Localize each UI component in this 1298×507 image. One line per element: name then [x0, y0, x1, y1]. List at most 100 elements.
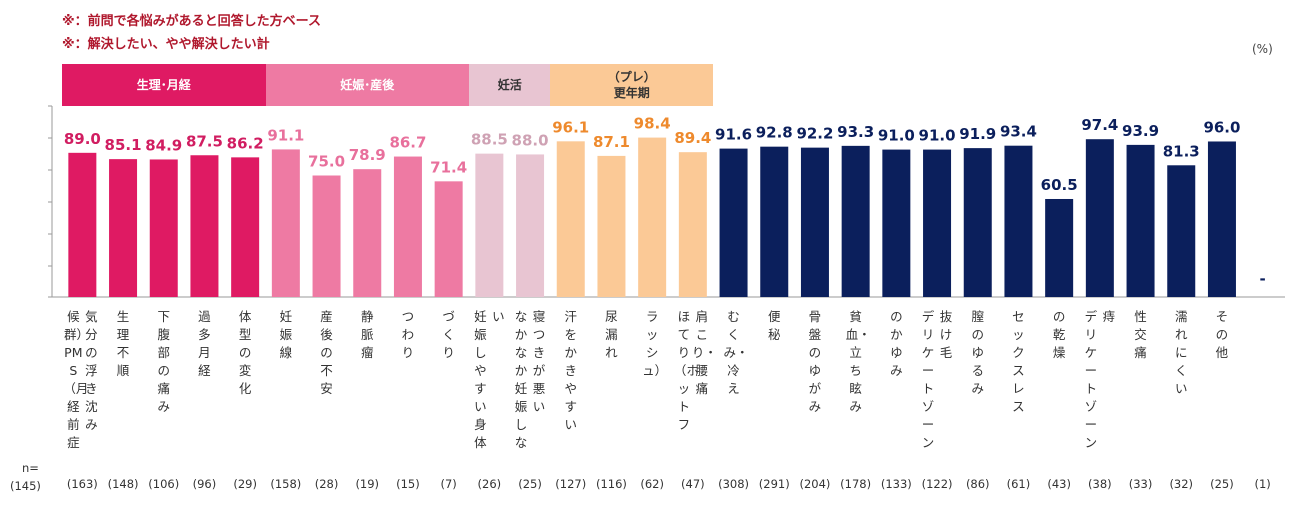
sample-size-17: (291)	[758, 477, 790, 491]
bar-27	[1167, 165, 1196, 297]
sample-size-13: (116)	[595, 477, 627, 491]
value-label-10: 88.5	[471, 131, 508, 149]
value-label-8: 86.7	[389, 134, 426, 152]
x-axis-label: 骨盤のゆがみ	[808, 309, 822, 414]
value-label-7: 78.9	[349, 146, 386, 164]
x-axis-label: 過多月経	[198, 309, 211, 378]
value-label-5: 91.1	[267, 126, 304, 144]
sample-size-19: (178)	[840, 477, 872, 491]
value-label-16: 91.6	[715, 126, 752, 144]
sample-size-20: (133)	[880, 477, 912, 491]
value-label-28: 96.0	[1203, 118, 1240, 136]
value-label-6: 75.0	[308, 153, 345, 171]
sample-size-25: (38)	[1088, 477, 1112, 491]
x-axis-label: 痔	[1102, 309, 1116, 324]
x-axis-label: 貧血・立ち眩み	[845, 309, 871, 414]
x-axis-label: 妊娠線	[279, 309, 293, 360]
category-header-ninkatsu: 妊活	[469, 64, 551, 106]
sample-size-16: (308)	[718, 477, 750, 491]
bar-14	[638, 137, 667, 297]
x-axis-label: 体型の変化	[238, 309, 252, 396]
bar-1	[109, 159, 138, 297]
bar-12	[556, 141, 585, 297]
bar-20	[882, 149, 911, 297]
category-header-text: 更年期	[613, 86, 650, 100]
bar-3	[190, 155, 219, 297]
bar-23	[1004, 145, 1033, 297]
sample-size-24: (43)	[1047, 477, 1071, 491]
bar-6	[312, 175, 341, 297]
sample-size-10: (26)	[477, 477, 502, 491]
x-axis-label: 濡れにくい	[1174, 309, 1188, 396]
sample-size-23: (61)	[1006, 477, 1031, 491]
bar-4	[231, 157, 260, 297]
sample-size-28: (25)	[1210, 477, 1234, 491]
x-axis-label: い	[492, 309, 505, 324]
value-label-15: 89.4	[674, 129, 711, 147]
x-axis-label: 便秘	[767, 309, 781, 342]
sample-size-0: (163)	[66, 477, 98, 491]
bar-25	[1085, 139, 1114, 297]
x-axis-label: ラッシュ）	[642, 309, 668, 378]
x-axis-label: つわり	[401, 309, 415, 360]
x-axis-label: 気分の浮き沈み	[85, 309, 98, 432]
x-axis-label: むくみ・冷え	[723, 309, 749, 396]
x-axis-label: セックスレス	[1012, 309, 1025, 414]
category-header-ninshin: 妊娠･産後	[265, 64, 469, 106]
value-label-24: 60.5	[1041, 176, 1078, 194]
value-label-20: 91.0	[878, 127, 915, 145]
value-label-14: 98.4	[634, 115, 671, 133]
sample-size-14: (62)	[640, 477, 664, 491]
sample-size-22: (86)	[965, 477, 990, 491]
category-header-text: 生理･月経	[136, 78, 191, 92]
category-header-text: 妊活	[497, 78, 522, 92]
bar-28	[1207, 141, 1236, 297]
sample-size-6: (28)	[314, 477, 339, 491]
x-axis-label: 静脈瘤	[360, 309, 374, 360]
sample-size-9: (7)	[440, 477, 457, 491]
value-label-29: -	[1260, 270, 1266, 288]
sample-size-26: (33)	[1128, 477, 1153, 491]
bar-10	[475, 153, 504, 297]
sample-size-21: (122)	[921, 477, 953, 491]
x-axis-label: 下腹部の痛み	[157, 309, 170, 414]
value-label-0: 89.0	[64, 130, 101, 148]
bar-0	[68, 152, 97, 297]
value-label-25: 97.4	[1081, 116, 1118, 134]
sample-size-5: (158)	[270, 477, 302, 491]
x-axis-label: ほてり（ホットフ	[673, 309, 699, 432]
bar-24	[1045, 198, 1074, 297]
x-axis-label: 肩こり・腰痛	[691, 309, 717, 396]
note-definition: ※：解決したい、やや解決したい計	[62, 37, 270, 52]
x-axis-label: デリケートゾーン	[1084, 309, 1098, 450]
category-header-seiri: 生理･月経	[62, 64, 266, 106]
x-axis-label: 尿漏れ	[605, 309, 618, 360]
bar-18	[800, 147, 829, 297]
note-base: ※：前問で各悩みがあると回答した方ベース	[62, 14, 321, 29]
x-axis-label: なかなか妊娠しな	[514, 309, 528, 450]
bar-7	[353, 169, 382, 297]
n-total: (145)	[10, 479, 41, 493]
value-label-21: 91.0	[919, 127, 956, 145]
bar-13	[597, 155, 626, 297]
sample-size-8: (15)	[396, 477, 420, 491]
bar-19	[841, 145, 870, 297]
sample-size-1: (148)	[107, 477, 139, 491]
value-label-12: 96.1	[552, 118, 589, 136]
bar-26	[1126, 144, 1155, 297]
sample-size-29: (1)	[1254, 477, 1271, 491]
bar-2	[149, 159, 178, 297]
value-label-19: 93.3	[837, 123, 874, 141]
value-label-1: 85.1	[105, 136, 142, 154]
sample-size-18: (204)	[799, 477, 831, 491]
value-label-18: 92.2	[796, 125, 833, 143]
bar-15	[678, 152, 707, 297]
x-axis-label: づくり	[442, 309, 455, 360]
bar-8	[393, 156, 422, 297]
value-label-13: 87.1	[593, 133, 630, 151]
x-axis-label: 膣のゆるみ	[971, 309, 984, 396]
x-axis-label: のかゆみ	[890, 309, 903, 378]
sample-size-7: (19)	[355, 477, 380, 491]
sample-size-4: (29)	[233, 477, 257, 491]
value-label-22: 91.9	[959, 125, 996, 143]
